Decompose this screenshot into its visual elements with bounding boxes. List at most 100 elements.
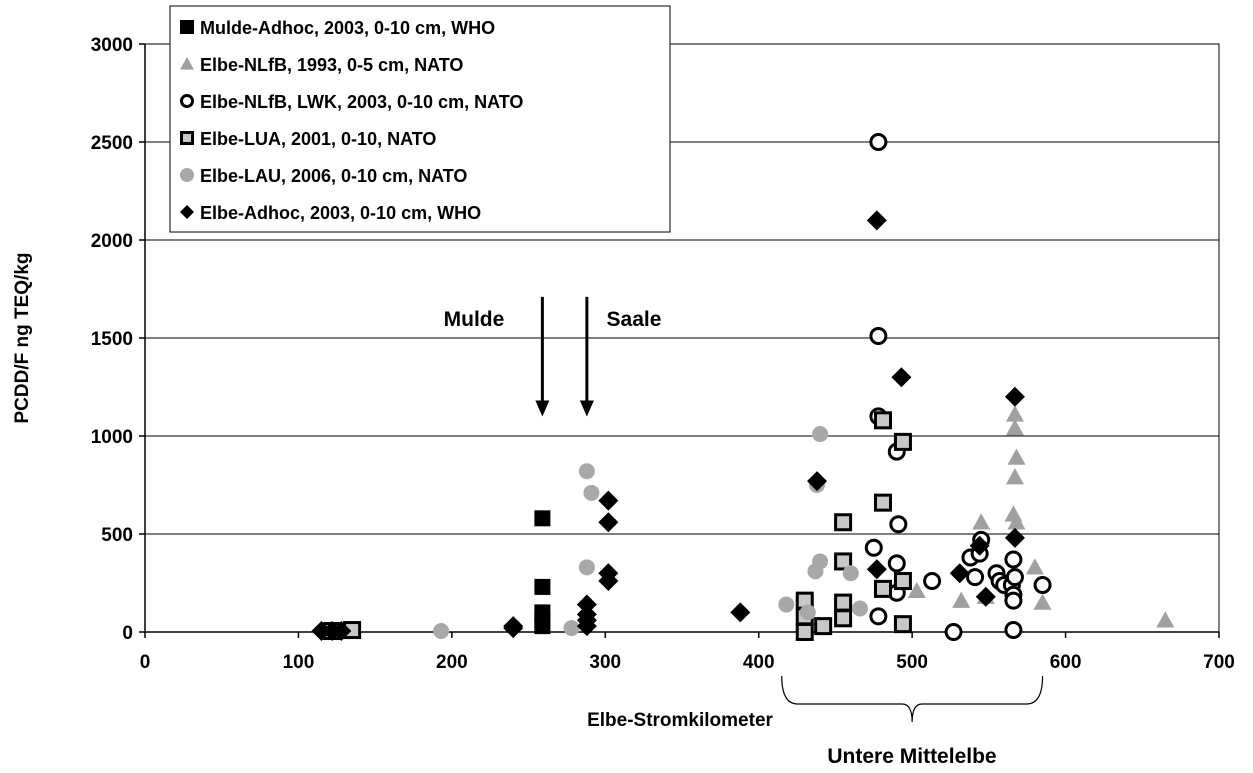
data-point xyxy=(893,432,912,451)
data-point xyxy=(576,616,597,637)
series-1 xyxy=(534,510,551,635)
data-point xyxy=(907,581,926,599)
data-point xyxy=(834,552,853,571)
data-point xyxy=(893,615,912,634)
data-point xyxy=(1005,405,1024,422)
data-point xyxy=(534,510,551,527)
data-point xyxy=(975,586,996,607)
data-point xyxy=(534,578,551,595)
data-point xyxy=(834,593,853,612)
data-point xyxy=(812,426,829,443)
x-tick-label: 600 xyxy=(1050,652,1082,673)
data-point xyxy=(730,602,751,623)
legend-marker xyxy=(180,168,194,182)
y-tick-label: 2000 xyxy=(91,231,133,252)
data-point xyxy=(866,210,887,231)
annotations: Mulde Saale Untere Mittelelbe xyxy=(444,296,1044,768)
y-tick-label: 3000 xyxy=(91,35,133,56)
x-tick-label: 300 xyxy=(589,652,621,673)
data-point xyxy=(949,563,970,584)
untere-mittelelbe-label: Untere Mittelelbe xyxy=(827,745,996,768)
data-point xyxy=(923,572,942,591)
legend-label: Elbe-NLfB, LWK, 2003, 0-10 cm, NATO xyxy=(200,92,523,112)
data-point xyxy=(1005,568,1024,587)
data-point xyxy=(887,554,906,573)
data-point xyxy=(972,513,991,530)
y-tick-label: 1500 xyxy=(91,329,133,350)
data-point xyxy=(893,572,912,591)
data-point xyxy=(1004,386,1025,407)
data-point xyxy=(851,600,868,617)
data-point xyxy=(795,623,814,641)
data-point xyxy=(1156,611,1175,628)
tick-labels: 0 500 1000 1500 2000 2500 3000 0 100 200 300 400 500… xyxy=(91,35,1235,673)
mulde-annotation: Mulde xyxy=(444,308,505,331)
data-point xyxy=(578,559,595,576)
series-3 xyxy=(864,133,1052,641)
legend-box xyxy=(169,5,671,233)
data-point xyxy=(1004,591,1023,610)
x-axis-label: Elbe-Stromkilometer xyxy=(587,710,773,731)
data-point xyxy=(503,618,524,639)
x-tick-label: 400 xyxy=(743,652,775,673)
data-point xyxy=(1007,513,1026,530)
y-tick-label: 1000 xyxy=(91,427,133,448)
legend: Mulde-Adhoc, 2003, 0-10 cm, WHO Elbe-NLfB… xyxy=(169,5,671,233)
series-4 xyxy=(323,411,912,641)
data-point xyxy=(873,579,892,598)
saale-arrow-head xyxy=(579,400,594,417)
legend-label: Mulde-Adhoc, 2003, 0-10 cm, WHO xyxy=(200,18,495,38)
data-point xyxy=(778,596,795,613)
data-point xyxy=(563,620,580,637)
y-tick-label: 500 xyxy=(101,525,133,546)
data-point xyxy=(807,563,824,580)
data-point xyxy=(869,133,888,151)
data-point xyxy=(1004,527,1025,548)
data-point xyxy=(864,538,883,557)
data-point xyxy=(944,623,963,641)
x-tick-label: 100 xyxy=(283,652,315,673)
data-point xyxy=(598,571,619,592)
data-point xyxy=(433,623,450,640)
data-point xyxy=(1005,468,1024,485)
legend-marker xyxy=(180,205,194,219)
y-axis-label: PCDD/F ng TEQ/kg xyxy=(12,253,33,424)
legend-label: Elbe-NLfB, 1993, 0-5 cm, NATO xyxy=(200,55,463,75)
data-point xyxy=(969,535,990,556)
data-point xyxy=(1007,448,1026,465)
x-tick-label: 0 xyxy=(140,652,151,673)
saale-annotation: Saale xyxy=(607,308,662,331)
data-point xyxy=(1004,621,1023,640)
data-point xyxy=(578,463,595,480)
data-point xyxy=(889,515,908,534)
y-tick-label: 2500 xyxy=(91,133,133,154)
x-tick-label: 700 xyxy=(1203,652,1235,673)
data-point xyxy=(1033,593,1052,610)
data-point xyxy=(534,618,551,635)
y-tick-label: 0 xyxy=(122,623,133,644)
data-point xyxy=(834,609,853,628)
data-point xyxy=(869,327,888,346)
data-point xyxy=(1033,575,1052,594)
mulde-arrow-head xyxy=(535,400,550,417)
untere-mittelelbe-bracket xyxy=(781,675,1044,723)
data-points xyxy=(311,133,1175,642)
data-point xyxy=(952,591,971,608)
data-point xyxy=(891,367,912,388)
data-point xyxy=(799,604,816,621)
series-2 xyxy=(907,405,1175,628)
x-tick-label: 200 xyxy=(436,652,468,673)
data-point xyxy=(869,607,888,626)
data-point xyxy=(814,617,833,636)
data-point xyxy=(807,471,828,492)
data-point xyxy=(866,559,887,580)
data-point xyxy=(834,513,853,532)
data-point xyxy=(583,484,600,501)
data-point xyxy=(842,565,859,582)
data-point xyxy=(966,568,985,587)
series-5 xyxy=(433,426,868,640)
data-point xyxy=(873,493,892,512)
data-point xyxy=(1025,558,1044,575)
x-tick-label: 500 xyxy=(896,652,928,673)
